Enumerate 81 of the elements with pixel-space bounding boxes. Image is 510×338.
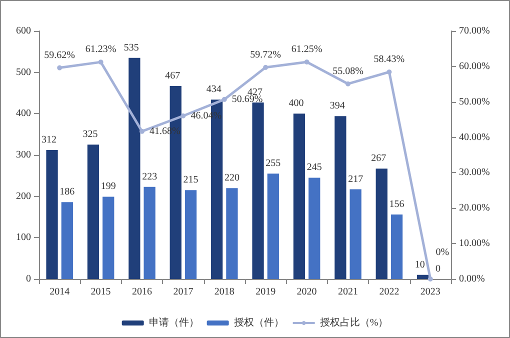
data-label: 223 [142, 171, 158, 182]
data-label: 217 [348, 174, 364, 185]
y-tick-label: 200 [16, 190, 31, 202]
data-label: 467 [165, 70, 180, 82]
data-label: 59.62% [44, 50, 76, 61]
data-label: 255 [266, 158, 281, 170]
legend-label: 授权（件） [234, 316, 284, 328]
y-tick-label: 300 [16, 150, 31, 160]
y2-tick-label: 30.00% [459, 167, 490, 178]
y-tick-label: 400 [16, 108, 31, 120]
bar [293, 114, 306, 279]
y2-tick-label: 60.00% [459, 60, 490, 72]
bar [128, 58, 140, 279]
data-label: 245 [306, 162, 322, 174]
y2-tick-label: 20.00% [459, 202, 490, 214]
x-tick-label: 2017 [173, 286, 194, 298]
y2-tick-label: 10.00% [459, 238, 490, 250]
bar [46, 150, 58, 279]
point [428, 276, 433, 282]
data-label: 535 [124, 42, 139, 54]
bar [308, 178, 320, 279]
data-label: 58.43% [374, 54, 405, 65]
data-label: 434 [206, 84, 222, 96]
bar [61, 202, 73, 279]
bar [226, 188, 238, 279]
y2-tick-label: 0.00% [459, 274, 485, 284]
data-label: 55.08% [332, 66, 364, 77]
data-label: 220 [224, 172, 240, 184]
point [386, 69, 392, 74]
bar [252, 102, 264, 279]
point [346, 81, 350, 86]
point [304, 60, 310, 64]
data-label: 400 [288, 98, 304, 110]
x-tick-label: 2014 [50, 286, 70, 298]
data-label: 267 [371, 153, 386, 164]
bar [376, 168, 388, 279]
data-label: 394 [330, 100, 345, 112]
x-tick-label: 2020 [296, 286, 317, 298]
data-label: 0 [435, 264, 440, 274]
point [180, 113, 186, 118]
y-tick-label: 500 [16, 66, 31, 78]
data-label: 0% [436, 247, 450, 258]
bar [267, 174, 279, 279]
bar [334, 116, 346, 279]
y2-tick-label: 70.00% [459, 26, 490, 36]
data-label: 59.72% [250, 49, 282, 60]
point [222, 96, 227, 102]
x-tick-label: 2023 [420, 286, 440, 298]
data-label: 186 [60, 186, 75, 198]
bar [417, 274, 429, 279]
legend-label: 申请（件） [148, 316, 199, 328]
data-label: 199 [100, 181, 116, 192]
point [57, 65, 62, 70]
x-tick-label: 2021 [338, 286, 358, 298]
y-tick-label: 100 [16, 232, 31, 244]
x-tick-label: 2019 [256, 286, 276, 298]
legend-label: 授权占比（%） [320, 316, 388, 328]
bar [102, 196, 114, 279]
point [140, 128, 144, 134]
data-label: 61.25% [291, 44, 322, 55]
bar [350, 189, 362, 279]
y-tick-label: 600 [16, 26, 31, 36]
point [98, 60, 104, 65]
data-label: 215 [183, 174, 198, 186]
y2-tick-label: 40.00% [459, 132, 490, 143]
y2-tick-label: 50.00% [459, 96, 490, 108]
bar [184, 190, 197, 279]
x-tick-label: 2022 [379, 286, 400, 298]
bar [87, 144, 100, 279]
point [263, 64, 268, 70]
x-tick-label: 2015 [90, 286, 111, 298]
bar [144, 186, 156, 279]
data-label: 61.23% [85, 44, 116, 56]
x-tick-label: 2016 [132, 286, 152, 298]
data-label: 325 [82, 129, 98, 140]
data-label: 10 [414, 259, 425, 270]
x-tick-label: 2018 [214, 286, 234, 298]
y-tick-label: 0 [26, 274, 31, 284]
bar [390, 214, 403, 279]
data-label: 312 [42, 134, 57, 146]
data-label: 156 [389, 199, 404, 210]
